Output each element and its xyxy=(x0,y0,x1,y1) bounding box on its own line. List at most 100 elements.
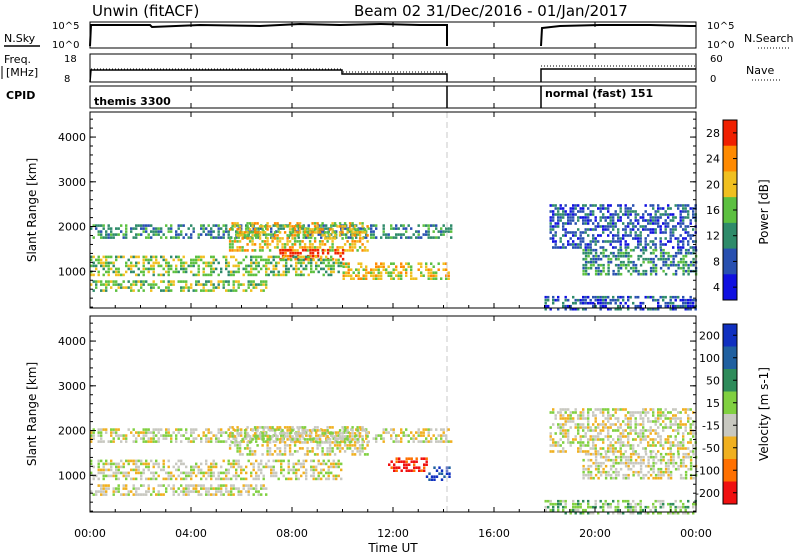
range-gate-cell xyxy=(634,505,637,509)
range-gate-cell xyxy=(306,453,309,456)
range-gate-cell xyxy=(667,502,670,506)
range-gate-cell xyxy=(669,447,672,450)
range-gate-cell xyxy=(241,234,244,237)
range-gate-cell xyxy=(657,426,660,429)
range-gate-cell xyxy=(627,257,630,261)
range-gate-cell xyxy=(235,487,238,490)
range-gate-cell xyxy=(557,207,560,210)
range-gate-cell xyxy=(102,264,105,268)
range-gate-cell xyxy=(612,511,615,515)
range-gate-cell xyxy=(554,222,557,225)
range-gate-cell xyxy=(337,465,340,469)
range-gate-cell xyxy=(120,459,123,463)
range-gate-cell xyxy=(400,440,403,443)
range-gate-cell xyxy=(594,237,597,240)
range-gate-cell xyxy=(321,248,325,252)
range-gate-cell xyxy=(559,423,562,426)
range-gate-cell xyxy=(266,246,269,249)
range-gate-cell xyxy=(692,301,695,305)
range-gate-cell xyxy=(652,207,655,210)
range-gate-cell xyxy=(157,465,160,469)
range-gate-cell xyxy=(313,240,317,243)
range-gate-cell xyxy=(679,257,683,261)
range-gate-cell xyxy=(338,435,342,438)
range-gate-cell xyxy=(291,234,294,237)
range-gate-cell xyxy=(225,261,228,265)
range-gate-cell xyxy=(100,264,103,268)
range-gate-cell xyxy=(262,264,265,268)
range-gate-cell xyxy=(220,440,223,443)
range-gate-cell xyxy=(115,270,118,274)
range-gate-cell xyxy=(157,440,160,443)
range-gate-cell xyxy=(662,444,665,447)
range-gate-cell xyxy=(410,277,413,280)
range-gate-cell xyxy=(679,216,682,219)
range-gate-cell xyxy=(689,417,692,420)
range-gate-cell xyxy=(250,283,253,286)
range-gate-cell xyxy=(662,260,665,264)
range-gate-cell xyxy=(165,428,168,431)
range-gate-cell xyxy=(647,455,650,459)
range-gate-cell xyxy=(335,258,338,262)
range-gate-cell xyxy=(552,225,555,228)
range-gate-cell xyxy=(115,255,118,259)
range-gate-cell xyxy=(167,465,170,469)
range-gate-cell xyxy=(115,233,118,236)
range-gate-cell xyxy=(557,246,560,249)
range-gate-cell xyxy=(165,258,168,262)
range-gate-cell xyxy=(202,227,205,230)
range-gate-cell xyxy=(331,450,334,453)
range-gate-cell xyxy=(579,246,582,249)
range-gate-cell xyxy=(165,289,168,292)
range-gate-cell xyxy=(321,447,324,450)
range-gate-cell xyxy=(255,474,258,478)
range-gate-cell xyxy=(627,473,630,477)
range-gate-cell xyxy=(268,438,272,441)
range-gate-cell xyxy=(115,471,118,475)
range-gate-cell xyxy=(687,505,690,509)
range-gate-cell xyxy=(237,264,240,268)
range-gate-cell xyxy=(422,224,425,227)
range-gate-cell xyxy=(107,236,110,239)
range-gate-cell xyxy=(135,437,138,440)
range-gate-cell xyxy=(594,216,597,219)
power-heatmap xyxy=(90,204,698,311)
range-gate-cell xyxy=(210,440,213,443)
range-gate-cell xyxy=(361,243,364,246)
range-gate-cell xyxy=(612,216,615,219)
range-gate-cell xyxy=(410,227,413,230)
range-gate-cell xyxy=(292,465,295,469)
range-gate-cell xyxy=(662,263,665,267)
range-gate-cell xyxy=(687,263,690,267)
range-gate-cell xyxy=(207,264,210,268)
range-gate-cell xyxy=(624,499,627,503)
range-gate-cell xyxy=(632,511,635,515)
range-gate-cell xyxy=(232,484,235,487)
range-gate-cell xyxy=(262,289,265,292)
range-gate-cell xyxy=(669,458,673,462)
range-gate-cell xyxy=(130,267,133,271)
range-gate-cell xyxy=(257,465,260,469)
range-gate-cell xyxy=(261,444,264,447)
range-gate-cell xyxy=(228,240,232,243)
range-gate-cell xyxy=(145,227,148,230)
range-gate-cell xyxy=(622,420,625,423)
range-gate-cell xyxy=(147,437,150,440)
range-gate-cell xyxy=(574,246,577,249)
range-gate-cell xyxy=(272,459,275,463)
range-gate-cell xyxy=(117,270,120,274)
range-gate-cell xyxy=(584,216,587,219)
range-gate-cell xyxy=(619,435,622,438)
range-gate-cell xyxy=(278,441,282,444)
range-gate-cell xyxy=(582,458,585,462)
range-gate-cell xyxy=(341,257,345,261)
range-gate-cell xyxy=(135,468,138,472)
range-gate-cell xyxy=(245,227,248,230)
range-gate-cell xyxy=(323,249,327,252)
range-gate-cell xyxy=(322,468,325,472)
range-gate-cell xyxy=(296,222,299,225)
range-gate-cell xyxy=(97,428,100,431)
range-gate-cell xyxy=(306,249,309,252)
range-gate-cell xyxy=(629,467,633,471)
range-gate-cell xyxy=(177,270,180,274)
